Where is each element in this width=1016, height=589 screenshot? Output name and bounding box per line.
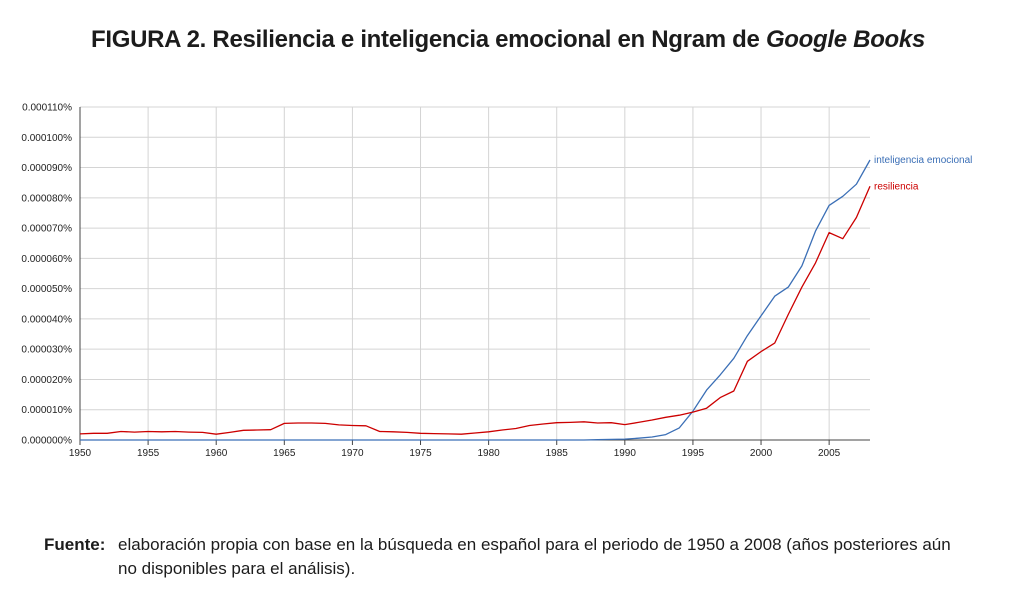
figure-title-prefix: FIGURA 2. — [90, 26, 207, 53]
x-tick-label: 2000 — [750, 448, 773, 459]
series-line-resiliencia — [79, 186, 871, 435]
x-tick-label: 1995 — [682, 448, 705, 459]
series-line-inteligencia-emocional — [80, 159, 871, 441]
source-note: Fuente: elaboración propia con base en l… — [44, 533, 964, 581]
y-tick-label: 0.000000% — [21, 436, 72, 447]
x-tick-label: 1965 — [273, 448, 296, 459]
ngram-chart: 0.000000% 0.000010% 0.000020% 0.000030% 0.00… — [0, 95, 1016, 465]
y-tick-label: 0.000030% — [21, 345, 72, 356]
legend-layer: inteligencia emocional resiliencia — [874, 155, 972, 192]
figure-title-italic: Google Books — [765, 26, 926, 53]
x-tick-label: 1985 — [546, 448, 569, 459]
axis-layer: 0.000000% 0.000010% 0.000020% 0.000030% 0.00… — [21, 103, 870, 459]
x-tick-label: 1975 — [409, 448, 432, 459]
y-tick-label: 0.000060% — [21, 254, 72, 265]
figure-title-main: Resiliencia e inteligencia emocional en … — [206, 26, 766, 53]
source-text: elaboración propia con base en la búsque… — [118, 535, 951, 578]
series-layer — [79, 159, 871, 441]
y-tick-label: 0.000100% — [21, 133, 72, 144]
x-tick-label: 1970 — [341, 448, 364, 459]
series-label-inteligencia-emocional: inteligencia emocional — [874, 155, 972, 166]
x-tick-label: 1955 — [137, 448, 160, 459]
y-tick-label: 0.000050% — [21, 284, 72, 295]
y-tick-label: 0.000090% — [21, 163, 72, 174]
y-tick-label: 0.000010% — [21, 405, 72, 416]
figure-title: FIGURA 2. Resiliencia e inteligencia emo… — [0, 26, 1016, 54]
y-tick-label: 0.000020% — [21, 375, 72, 386]
y-tick-label: 0.000080% — [21, 193, 72, 204]
x-tick-label: 1960 — [205, 448, 228, 459]
y-tick-label: 0.000110% — [22, 103, 72, 114]
x-tick-label: 1950 — [69, 448, 92, 459]
y-tick-label: 0.000070% — [21, 224, 72, 235]
y-tick-label: 0.000040% — [21, 314, 72, 325]
x-tick-label: 1980 — [477, 448, 500, 459]
grid-layer — [79, 106, 870, 441]
x-tick-label: 2005 — [818, 448, 841, 459]
series-label-resiliencia: resiliencia — [874, 181, 919, 192]
source-label: Fuente: — [44, 535, 106, 554]
chart-svg: 0.000000% 0.000010% 0.000020% 0.000030% 0.00… — [21, 103, 972, 460]
x-tick-label: 1990 — [614, 448, 637, 459]
